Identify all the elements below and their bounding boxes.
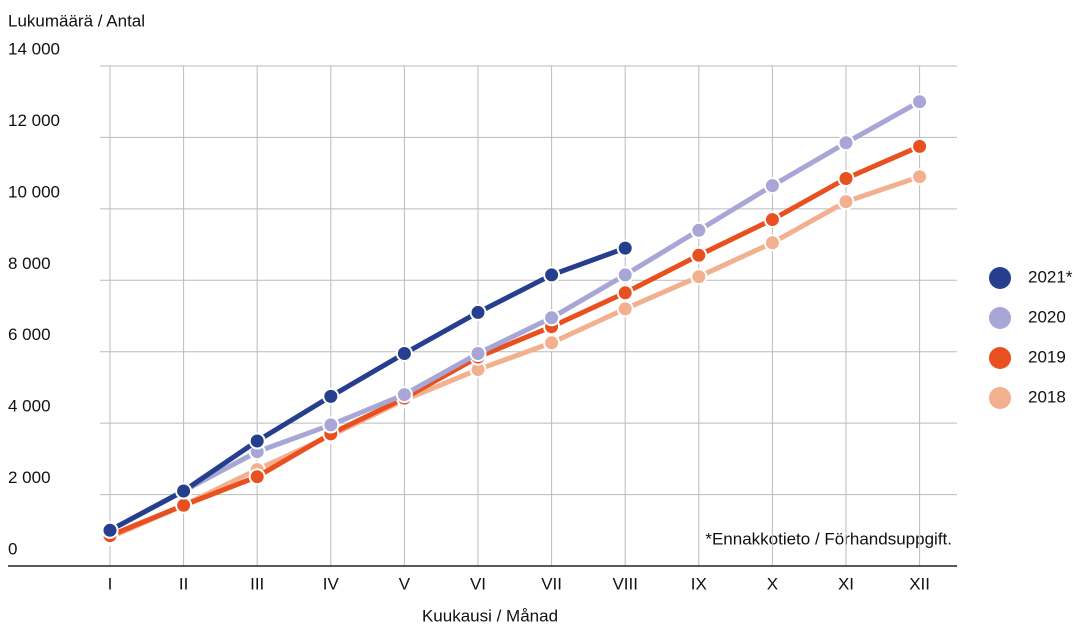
y-tick-label: 4 000 <box>8 397 51 416</box>
data-point <box>322 416 340 434</box>
legend-label: 2021* <box>1028 267 1073 286</box>
data-point <box>690 268 708 286</box>
legend-marker <box>989 387 1011 409</box>
x-tick-label: II <box>179 574 188 593</box>
legend-marker <box>989 267 1011 289</box>
data-point <box>763 177 781 195</box>
legend-marker <box>989 347 1011 369</box>
legend-label: 2018 <box>1028 387 1066 406</box>
x-tick-label: IV <box>323 574 340 593</box>
data-point <box>911 168 929 186</box>
data-point <box>616 266 634 284</box>
legend-label: 2019 <box>1028 347 1066 366</box>
y-tick-label: 10 000 <box>8 182 60 201</box>
series-line <box>109 144 921 538</box>
data-point <box>837 193 855 211</box>
data-point <box>616 300 634 318</box>
data-point <box>763 234 781 252</box>
x-tick-label: VIII <box>612 574 638 593</box>
data-point <box>837 134 855 152</box>
annotation: *Ennakkotieto / Förhandsuppgift. <box>705 529 952 548</box>
data-point <box>248 468 266 486</box>
data-point <box>322 387 340 405</box>
series-line <box>108 245 627 533</box>
data-point <box>469 345 487 362</box>
x-tick-label: VI <box>470 574 486 593</box>
data-point <box>395 345 413 362</box>
data-point <box>175 482 193 500</box>
data-point <box>616 284 634 302</box>
data-point <box>911 137 929 155</box>
data-point <box>763 211 781 229</box>
y-tick-label: 12 000 <box>8 111 60 130</box>
data-point <box>911 93 929 111</box>
x-tick-label: I <box>108 574 113 593</box>
data-point <box>395 386 413 404</box>
y-tick-label: 8 000 <box>8 254 51 273</box>
y-tick-label: 6 000 <box>8 325 51 344</box>
x-tick-label: V <box>399 574 411 593</box>
data-point <box>690 246 708 264</box>
x-tick-label: X <box>767 574 778 593</box>
data-point <box>248 432 266 450</box>
y-axis-title: Lukumäärä / Antal <box>8 11 145 30</box>
x-tick-label: XII <box>909 574 930 593</box>
x-axis-title: Kuukausi / Månad <box>422 606 558 625</box>
y-tick-label: 14 000 <box>8 39 60 58</box>
data-point <box>690 221 708 239</box>
series-line <box>108 174 921 540</box>
data-point <box>543 266 561 284</box>
data-point <box>543 334 561 352</box>
data-point <box>101 521 119 539</box>
y-tick-label: 0 <box>8 539 17 558</box>
x-tick-label: XI <box>838 574 854 593</box>
data-point <box>469 303 487 321</box>
x-tick-label: VII <box>541 574 562 593</box>
data-point <box>175 496 193 514</box>
data-point <box>616 239 634 257</box>
x-tick-label: IX <box>691 574 707 593</box>
legend-marker <box>989 307 1011 329</box>
series-line <box>108 99 921 533</box>
x-tick-label: III <box>250 574 264 593</box>
legend-label: 2020 <box>1028 307 1066 326</box>
data-point <box>837 170 855 187</box>
y-tick-label: 2 000 <box>8 468 51 487</box>
data-point <box>543 309 561 327</box>
